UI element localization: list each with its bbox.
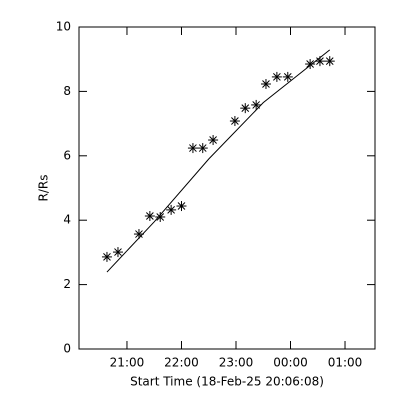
asterisk-marker	[240, 103, 251, 114]
y-tick-label: 2	[63, 277, 71, 291]
asterisk-marker	[305, 59, 316, 70]
asterisk-stroke	[135, 230, 143, 238]
asterisk-marker	[208, 135, 219, 146]
asterisk-marker	[101, 251, 112, 262]
asterisk-stroke	[177, 202, 186, 210]
y-tick-label: 6	[63, 148, 71, 162]
asterisk-stroke	[103, 253, 111, 261]
asterisk-marker	[324, 56, 335, 67]
x-tick-label: 01:00	[328, 356, 363, 370]
asterisk-stroke	[283, 73, 292, 81]
asterisk-stroke	[198, 144, 207, 152]
asterisk-marker	[144, 211, 155, 222]
asterisk-marker	[260, 78, 271, 89]
asterisk-stroke	[273, 73, 281, 81]
y-tick-label: 4	[63, 213, 71, 227]
asterisk-marker	[251, 99, 262, 110]
asterisk-marker	[176, 201, 187, 212]
x-tick-label: 00:00	[273, 356, 308, 370]
x-tick-label: 23:00	[219, 356, 254, 370]
asterisk-marker	[197, 143, 208, 154]
asterisk-stroke	[252, 101, 261, 109]
asterisk-stroke	[167, 206, 175, 214]
x-tick-label: 21:00	[110, 356, 145, 370]
asterisk-stroke	[241, 104, 250, 112]
asterisk-marker	[112, 247, 123, 258]
asterisk-stroke	[209, 136, 217, 144]
asterisk-stroke	[146, 212, 154, 220]
asterisk-stroke	[156, 213, 165, 221]
asterisk-marker	[271, 71, 282, 82]
plot-frame	[78, 26, 376, 350]
y-tick-label: 10	[56, 20, 71, 34]
asterisk-stroke	[262, 80, 270, 88]
asterisk-marker	[187, 143, 198, 154]
y-tick-label: 8	[63, 84, 71, 98]
asterisk-marker	[282, 71, 293, 82]
asterisk-marker	[229, 116, 240, 127]
asterisk-stroke	[114, 248, 122, 256]
y-tick-label: 0	[63, 342, 71, 356]
y-axis-label: R/Rs	[37, 175, 51, 202]
asterisk-stroke	[189, 144, 197, 152]
asterisk-marker	[155, 211, 166, 222]
fit-line	[106, 49, 331, 273]
x-axis-label: Start Time (18-Feb-25 20:06:08)	[130, 375, 324, 389]
asterisk-stroke	[316, 57, 324, 65]
x-tick-label: 22:00	[164, 356, 199, 370]
asterisk-stroke	[325, 57, 334, 65]
asterisk-stroke	[306, 60, 314, 68]
asterisk-marker	[166, 204, 177, 215]
asterisk-stroke	[231, 117, 239, 125]
